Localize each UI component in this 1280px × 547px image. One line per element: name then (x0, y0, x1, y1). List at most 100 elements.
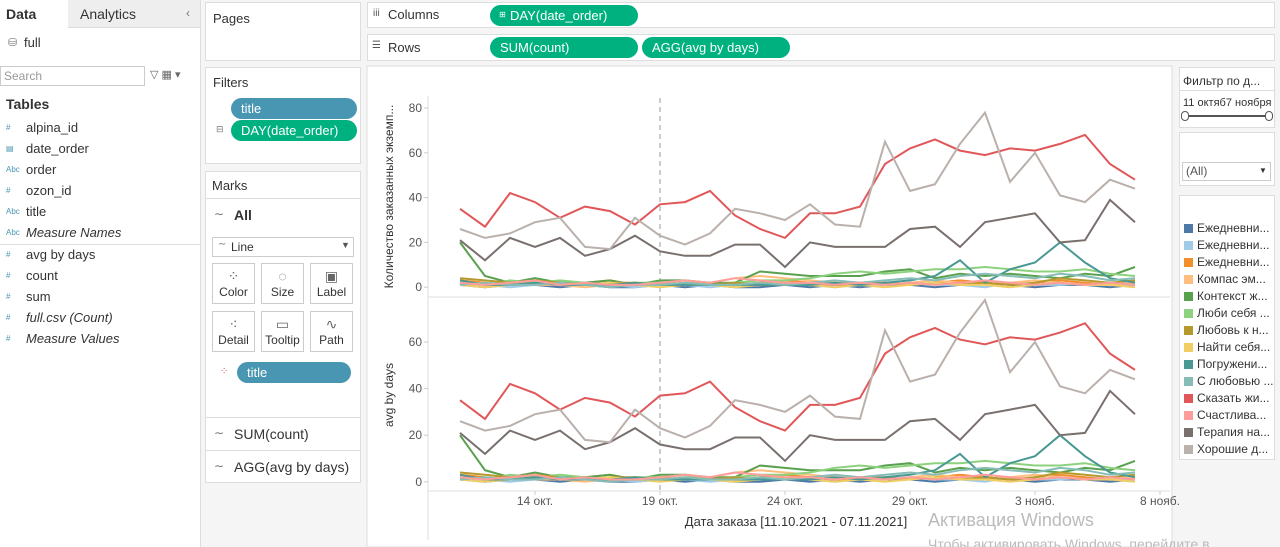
y-tick-label: 60 (409, 335, 423, 349)
field[interactable]: Abc Measure Names (0, 223, 200, 243)
field[interactable]: Abc order (0, 160, 200, 180)
y-axis-title: avg by days (382, 363, 396, 427)
filter-card (1179, 67, 1275, 128)
field[interactable]: # avg by days (0, 245, 200, 265)
dropdown-arrow: ▼ (341, 240, 350, 250)
series-line (459, 110, 1136, 251)
field-name: Measure Values (26, 331, 120, 346)
field-icon: # (6, 313, 11, 322)
field[interactable]: # count (0, 266, 200, 286)
filter-pill[interactable]: title (231, 98, 357, 119)
mark-button[interactable]: ⁘ Color (212, 263, 255, 304)
source-name[interactable]: full (24, 35, 41, 50)
legend-label: Погружени... (1197, 357, 1268, 371)
mark-label: Color (219, 285, 248, 299)
slider-handle[interactable] (1181, 111, 1189, 121)
tables-heading: Tables (6, 96, 50, 112)
legend-swatch (1184, 428, 1193, 437)
field-name: Measure Names (26, 225, 122, 240)
mark-button[interactable]: ⁖ Detail (212, 311, 255, 352)
mark-icon: ⁘ (227, 268, 240, 284)
filter-pill[interactable]: DAY(date_order) (231, 120, 357, 141)
x-tick-label: 29 окт. (892, 494, 928, 508)
collapse-icon[interactable]: ‹ (186, 6, 190, 20)
legend-swatch (1184, 411, 1193, 420)
mark-button[interactable]: ∿ Path (310, 311, 353, 352)
measure-card[interactable]: AGG(avg by days) (234, 459, 350, 475)
marks-all[interactable]: All (234, 207, 252, 223)
legend-label: Терапия на... (1197, 425, 1271, 439)
column-pill[interactable]: DAY(date_order) (490, 5, 638, 26)
mark-type-dropdown[interactable]: Line (212, 237, 354, 257)
filter-range: 11 октяб7 ноября (1183, 97, 1272, 109)
watermark-text: Чтобы активировать Windows, перейдите в (928, 536, 1210, 547)
mark-button[interactable]: ▭ Tooltip (261, 311, 304, 352)
line-icon: ∼ (214, 426, 225, 440)
mark-button[interactable]: ▣ Label (310, 263, 353, 304)
legend-label: Контекст ж... (1197, 289, 1268, 303)
field-name: count (26, 268, 58, 283)
mark-label: Detail (218, 333, 249, 347)
x-tick-label: 8 нояб. (1140, 494, 1180, 508)
range-slider[interactable] (1184, 115, 1270, 117)
row-pill[interactable]: SUM(count) (490, 37, 638, 58)
measure-card[interactable]: SUM(count) (234, 426, 309, 442)
data-tab[interactable]: Data (0, 0, 68, 28)
row-pill[interactable]: AGG(avg by days) (642, 37, 790, 58)
legend-swatch (1184, 258, 1193, 267)
color-pill[interactable]: title (237, 362, 351, 383)
field-icon: Abc (6, 228, 20, 237)
field[interactable]: # sum (0, 287, 200, 307)
y-tick-label: 20 (409, 235, 423, 249)
field-name: date_order (26, 141, 89, 156)
legend-label: Сказать жи... (1197, 391, 1270, 405)
line-icon: ∼ (214, 459, 225, 473)
field[interactable]: # full.csv (Count) (0, 308, 200, 328)
field[interactable]: # ozon_id (0, 181, 200, 201)
rows-label: Rows (388, 40, 421, 55)
field-name: title (26, 204, 47, 219)
analytics-tab[interactable]: Analytics (68, 0, 200, 28)
mark-icon: ∿ (325, 316, 338, 332)
series-line (459, 471, 1136, 481)
field-icon: # (6, 292, 11, 301)
field[interactable]: Abc title (0, 202, 200, 222)
field[interactable]: # alpina_id (0, 118, 200, 138)
separator (205, 198, 361, 199)
series-line (459, 459, 1136, 481)
legend-label: Ежедневни... (1197, 221, 1270, 235)
pages-title: Pages (213, 11, 250, 26)
mark-label: Size (270, 285, 295, 299)
field[interactable]: ▤ date_order (0, 139, 200, 159)
filter-icon[interactable]: ▽ ▦ ▾ (150, 69, 181, 81)
line-icon: ∼ (218, 239, 227, 250)
legend-swatch (1184, 394, 1193, 403)
series-line (459, 241, 1136, 286)
y-tick-label: 80 (409, 101, 423, 115)
legend-swatch (1184, 377, 1193, 386)
legend-swatch (1184, 343, 1193, 352)
field-name: avg by days (26, 247, 96, 262)
x-tick-label: 19 окт. (642, 494, 678, 508)
filter-dropdown[interactable]: (All) (1182, 162, 1271, 181)
legend-swatch (1184, 326, 1193, 335)
search-box[interactable]: Search (0, 66, 145, 86)
marks-title: Marks (212, 178, 248, 193)
slider-handle[interactable] (1265, 111, 1273, 121)
y-tick-label: 60 (409, 146, 423, 160)
field[interactable]: # Measure Values (0, 329, 200, 349)
legend-swatch (1184, 224, 1193, 233)
pill-icon: ⊟ (216, 124, 224, 134)
dropdown-arrow: ▼ (1259, 166, 1267, 175)
legend-label: Счастлива... (1197, 408, 1267, 422)
legend-swatch (1184, 360, 1193, 369)
mark-icon: ▣ (324, 268, 339, 284)
field-icon: # (6, 271, 11, 280)
series-line (459, 277, 1136, 286)
field-name: order (26, 162, 57, 177)
y-tick-label: 40 (409, 382, 423, 396)
mark-button[interactable]: ◌ Size (261, 263, 304, 304)
mark-icon: ⁖ (229, 316, 238, 332)
series-line (459, 433, 1136, 481)
